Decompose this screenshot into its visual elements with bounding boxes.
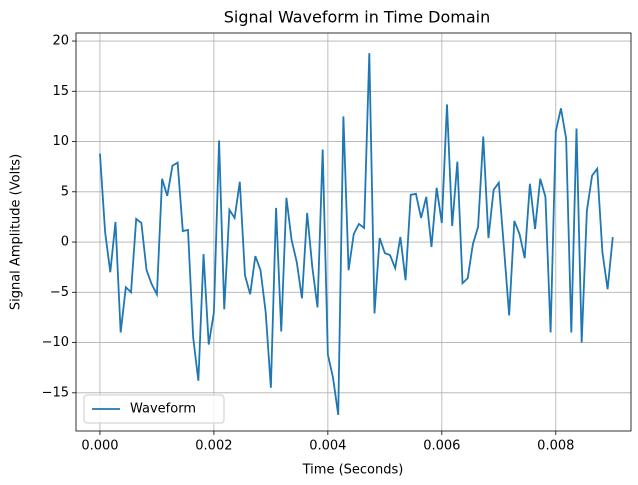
y-tick-label: 5	[61, 184, 69, 199]
legend-label: Waveform	[130, 402, 196, 417]
data-line	[99, 53, 614, 416]
y-tick-label: 20	[52, 34, 69, 49]
plot-frame	[75, 32, 632, 432]
chart-title: Signal Waveform in Time Domain	[224, 8, 491, 27]
y-tick-label: 15	[52, 84, 69, 99]
x-tick-label: 0.008	[537, 439, 574, 454]
x-tick-label: 0.002	[195, 439, 232, 454]
legend-box	[83, 394, 225, 424]
y-tick-label: 0	[61, 235, 69, 250]
y-axis-label: Signal Amplitude (Volts)	[9, 154, 24, 310]
x-axis-label: Time (Seconds)	[302, 463, 404, 478]
x-tick-label: 0.000	[81, 439, 118, 454]
y-tick-label: −5	[50, 285, 69, 300]
x-tick-label: 0.004	[309, 439, 346, 454]
x-tick-label: 0.006	[423, 439, 460, 454]
y-tick-label: 10	[52, 134, 69, 149]
y-tick-label: −10	[42, 335, 69, 350]
y-tick-label: −15	[42, 385, 69, 400]
legend: Waveform	[83, 394, 225, 424]
